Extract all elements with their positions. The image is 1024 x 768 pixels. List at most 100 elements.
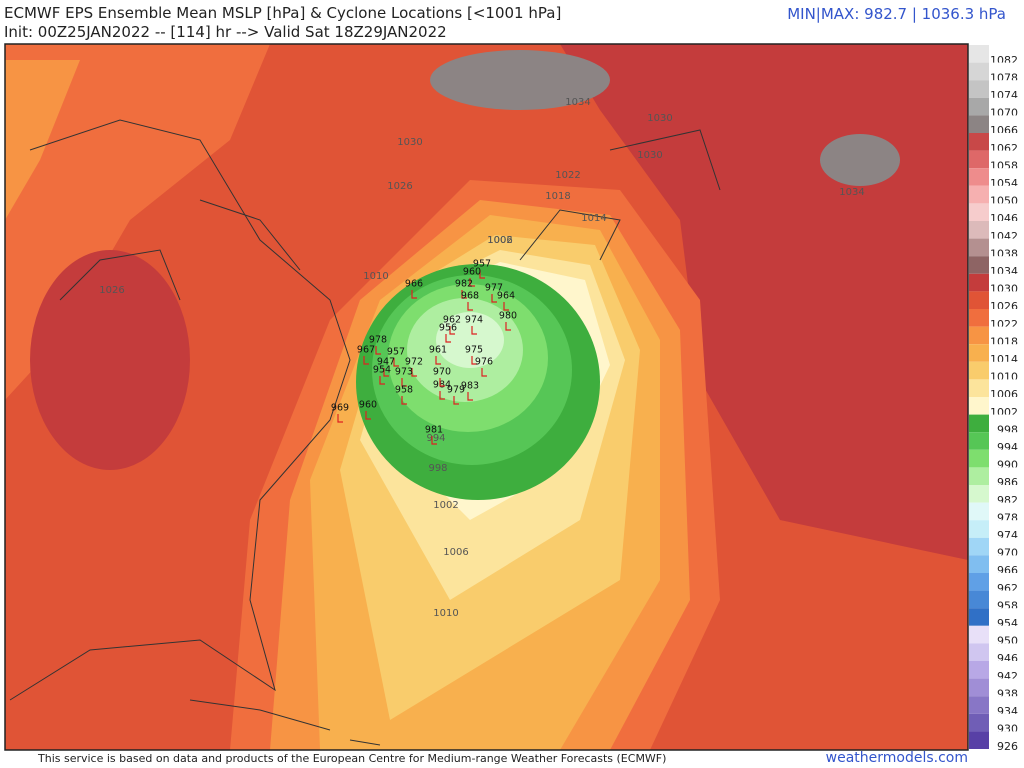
cyclone-marker bbox=[401, 396, 407, 405]
cyclone-marker bbox=[445, 334, 451, 343]
cyclone-marker bbox=[505, 322, 511, 331]
colorbar-swatch bbox=[969, 432, 989, 450]
cyclone-marker bbox=[431, 436, 437, 445]
cyclone-marker bbox=[383, 368, 389, 377]
cyclone-label: 976 bbox=[475, 357, 493, 368]
contour-label: 1026 bbox=[99, 285, 124, 296]
colorbar-swatch bbox=[969, 309, 989, 327]
colorbar-label-bg bbox=[989, 273, 1020, 292]
colorbar-label-bg bbox=[989, 168, 1020, 186]
colorbar-label-bg bbox=[989, 397, 1020, 415]
colorbar-label-bg bbox=[989, 661, 1020, 679]
cyclone-label: 966 bbox=[405, 279, 423, 290]
colorbar-label-bg bbox=[989, 256, 1020, 274]
contour-label: 1014 bbox=[581, 213, 606, 224]
title: ECMWF EPS Ensemble Mean MSLP [hPa] & Cyc… bbox=[4, 4, 562, 22]
cyclone-label: 973 bbox=[395, 367, 413, 378]
colorbar-label-bg bbox=[989, 625, 1020, 644]
cyclone-label: 954 bbox=[373, 365, 391, 376]
colorbar-label-bg bbox=[989, 520, 1020, 538]
cyclone-marker bbox=[365, 411, 371, 420]
cyclone-marker bbox=[363, 356, 369, 365]
cyclone-label: 981 bbox=[425, 425, 443, 436]
cyclone-marker bbox=[461, 290, 467, 299]
colorbar-label-bg bbox=[989, 221, 1020, 239]
cyclone-marker bbox=[467, 302, 473, 311]
cyclone-marker bbox=[411, 290, 417, 299]
colorbar-swatch bbox=[969, 326, 989, 345]
cyclone-label: 968 bbox=[461, 291, 479, 302]
cyclone-marker bbox=[491, 294, 497, 303]
cyclone-label: 972 bbox=[405, 357, 423, 368]
cyclone-marker bbox=[337, 414, 343, 423]
colorbar-label-bg bbox=[989, 291, 1020, 309]
colorbar-label-bg bbox=[989, 309, 1020, 327]
cyclone-label: 967 bbox=[357, 345, 375, 356]
colorbar-swatch bbox=[969, 168, 989, 186]
colorbar-swatch bbox=[969, 661, 989, 679]
colorbar-swatch bbox=[969, 273, 989, 292]
colorbar-label-bg bbox=[989, 449, 1020, 468]
colorbar-label-bg bbox=[989, 643, 1020, 661]
cyclone-marker bbox=[439, 391, 445, 400]
cyclone-marker bbox=[393, 358, 399, 367]
colorbar-swatch bbox=[969, 414, 989, 433]
colorbar-swatch bbox=[969, 361, 989, 380]
brand[interactable]: weathermodels.com bbox=[825, 750, 968, 766]
cyclone-marker bbox=[467, 392, 473, 401]
colorbar-swatch bbox=[969, 573, 989, 591]
colorbar-label-bg bbox=[989, 203, 1020, 221]
cyclone-marker bbox=[469, 278, 475, 287]
cyclone-label: 947 bbox=[377, 357, 395, 368]
colorbar-label-bg bbox=[989, 731, 1020, 749]
cyclone-marker bbox=[401, 378, 407, 387]
colorbar-swatch bbox=[969, 555, 989, 573]
colorbar-label-bg bbox=[989, 45, 1020, 63]
cyclone-label: 962 bbox=[443, 315, 461, 326]
colorbar-label-bg bbox=[989, 502, 1020, 521]
cyclone-marker bbox=[375, 346, 381, 355]
subtitle: Init: 00Z25JAN2022 -- [114] hr --> Valid… bbox=[4, 23, 447, 41]
map-frame bbox=[4, 43, 969, 751]
colorbar-swatch bbox=[969, 520, 989, 538]
colorbar-label-bg bbox=[989, 80, 1020, 98]
contour-label: 1026 bbox=[387, 181, 412, 192]
cyclone-marker bbox=[453, 396, 459, 405]
colorbar-swatch bbox=[969, 150, 989, 169]
cyclone-label: 958 bbox=[395, 385, 413, 396]
colorbar-label-bg bbox=[989, 573, 1020, 591]
cyclone-marker bbox=[439, 378, 445, 387]
colorbar-swatch bbox=[969, 537, 989, 556]
colorbar-label: 926 bbox=[997, 740, 1018, 753]
contour-label: 1022 bbox=[555, 170, 580, 181]
colorbar-label-bg bbox=[989, 678, 1020, 697]
cyclone-label: 957 bbox=[387, 347, 405, 358]
colorbar-label-bg bbox=[989, 555, 1020, 573]
colorbar-swatch bbox=[969, 502, 989, 521]
cyclone-label: 978 bbox=[369, 335, 387, 346]
cyclone-label: 960 bbox=[463, 267, 481, 278]
cyclone-label: 956 bbox=[439, 323, 457, 334]
colorbar-label-bg bbox=[989, 185, 1020, 204]
cyclone-label: 982 bbox=[455, 279, 473, 290]
colorbar-swatch bbox=[969, 97, 989, 116]
cyclone-marker bbox=[481, 368, 487, 377]
pressure-field bbox=[5, 44, 968, 750]
colorbar-swatch bbox=[969, 678, 989, 697]
contour-label: 1002 bbox=[433, 500, 458, 511]
colorbar-label-bg bbox=[989, 537, 1020, 556]
cyclone-marker bbox=[479, 270, 485, 279]
cyclone-label: 964 bbox=[497, 291, 515, 302]
cyclone-label: 975 bbox=[465, 345, 483, 356]
colorbar-label-bg bbox=[989, 344, 1020, 362]
contour-label: 1030 bbox=[647, 113, 672, 124]
colorbar-swatch bbox=[969, 643, 989, 661]
cyclone-label: 979 bbox=[447, 385, 465, 396]
colorbar-swatch bbox=[969, 185, 989, 204]
min-max: MIN|MAX: 982.7 | 1036.3 hPa bbox=[787, 5, 1006, 23]
colorbar-label-bg bbox=[989, 485, 1020, 503]
contour-label: 1002 bbox=[487, 235, 512, 246]
contour-label: 1030 bbox=[397, 137, 422, 148]
contour-label: 1010 bbox=[363, 271, 388, 282]
